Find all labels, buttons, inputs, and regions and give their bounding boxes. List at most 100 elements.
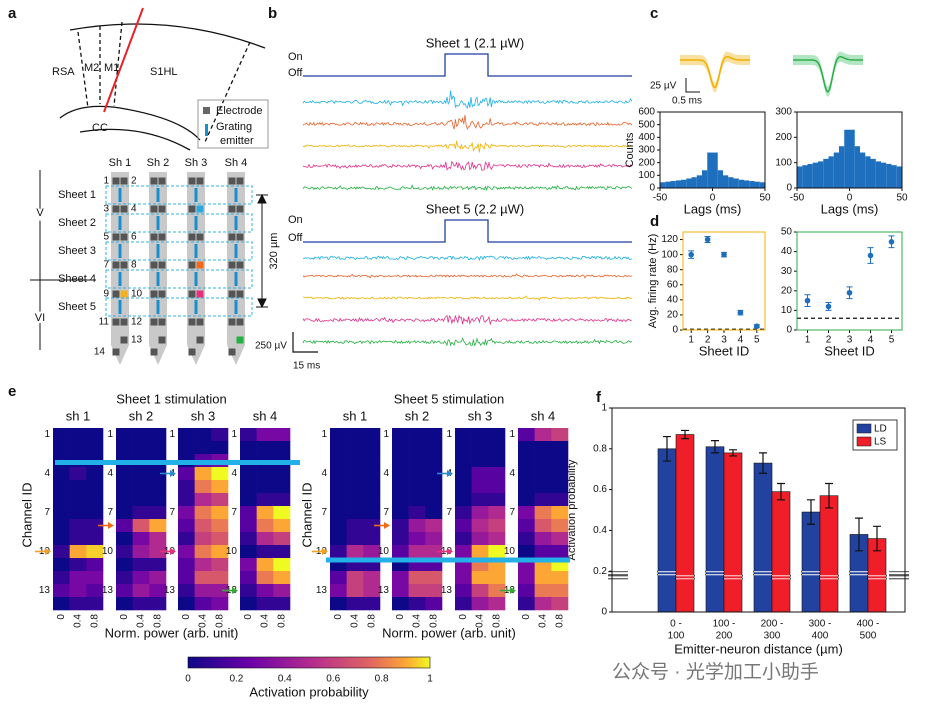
- y-tick-label: 40: [781, 246, 793, 257]
- x-tick-label: 0.4: [260, 614, 271, 628]
- sheet-label: Sheet 4: [58, 273, 96, 285]
- trace: [302, 337, 633, 347]
- reference-line: [754, 571, 772, 576]
- y-tick-label: 4: [321, 468, 327, 479]
- y-tick-label: 0.6: [593, 484, 607, 495]
- y-tick-label: 200: [638, 157, 655, 168]
- heatmap-cell: [211, 558, 229, 572]
- heatmap-cell: [534, 428, 552, 442]
- heatmap-cell: [551, 467, 569, 481]
- histogram-bar: [754, 181, 760, 188]
- legend-label: LD: [874, 424, 887, 435]
- heatmap-cell: [551, 441, 569, 455]
- heatmap-cell: [256, 597, 274, 611]
- histogram-bar: [723, 175, 729, 188]
- heatmap-cell: [551, 545, 569, 559]
- heatmap-cell: [116, 480, 133, 494]
- heatmap-cell: [330, 467, 347, 481]
- region-label: CC: [92, 122, 108, 134]
- heatmap-cell: [488, 532, 506, 546]
- heatmap-cell: [363, 441, 381, 455]
- heatmap-cell: [518, 532, 535, 546]
- heatmap-cell: [256, 428, 274, 442]
- electrode: [196, 205, 204, 213]
- y-tick-label: 100: [775, 157, 792, 168]
- emitter: [194, 188, 198, 202]
- y-tick-label: 0: [786, 325, 792, 336]
- heatmap-cell: [488, 454, 506, 468]
- electrode: [150, 318, 158, 326]
- panel-label: b: [268, 5, 277, 22]
- error-bar: [729, 449, 737, 457]
- y-tick-label: 100: [661, 249, 678, 260]
- heatmap-cell: [53, 467, 70, 481]
- heatmap-cell: [346, 597, 364, 611]
- heatmap-cell: [256, 519, 274, 533]
- x-tick-label: 0.8: [89, 614, 100, 628]
- heatmap-cell: [53, 584, 70, 598]
- trace: [302, 140, 633, 153]
- histogram-bar: [670, 181, 676, 188]
- heatmap-cell: [534, 584, 552, 598]
- y-tick-label: 1: [509, 429, 515, 440]
- x-tick-label: 200: [716, 631, 733, 642]
- histogram-bar: [681, 179, 687, 188]
- arrow-head: [510, 587, 516, 594]
- panel-label: d: [650, 213, 659, 230]
- heatmap-cell: [149, 519, 167, 533]
- heatmap-cell: [518, 584, 535, 598]
- emitter: [118, 272, 122, 286]
- heatmap-cell: [518, 506, 535, 520]
- heatmap-cell: [240, 493, 257, 507]
- channel-label: 13: [131, 335, 143, 346]
- heatmap-cell: [534, 597, 552, 611]
- heatmap-cell: [551, 480, 569, 494]
- histogram-bar: [707, 152, 713, 188]
- heatmap-cell: [256, 584, 274, 598]
- stim-title: Sheet 1 stimulation: [116, 391, 227, 406]
- electrode: [112, 233, 120, 241]
- heatmap-cell: [273, 506, 291, 520]
- electrode: [188, 177, 196, 185]
- emitter: [118, 216, 122, 230]
- heatmap-cell: [273, 493, 291, 507]
- y-tick-label: 1: [44, 429, 50, 440]
- heatmap-cell: [488, 584, 506, 598]
- heatmap-cell: [86, 545, 104, 559]
- heatmap-cell: [194, 519, 212, 533]
- y-tick-label: 40: [667, 294, 679, 305]
- heatmap-cell: [256, 480, 274, 494]
- heatmap-cell: [346, 532, 364, 546]
- histogram-bar: [833, 152, 839, 188]
- heatmap-cell: [273, 545, 291, 559]
- heatmap-cell: [455, 454, 472, 468]
- heatmap-cell: [330, 519, 347, 533]
- histogram-bar: [702, 170, 708, 188]
- heatmap-cell: [132, 441, 150, 455]
- heatmap-cell: [149, 597, 167, 611]
- trace: [302, 114, 633, 131]
- x-tick-label: 0 -: [670, 619, 682, 630]
- trace: [302, 295, 632, 301]
- x-tick-label: 0.8: [428, 614, 439, 628]
- sheet-label: Sheet 5: [58, 301, 96, 313]
- channel-label: 6: [131, 232, 137, 243]
- heatmap-cell: [518, 519, 535, 533]
- heatmap-cell: [86, 584, 104, 598]
- heatmap-cell: [471, 428, 489, 442]
- shank-label: sh 4: [531, 408, 556, 423]
- x-tick-label: 2: [826, 335, 832, 346]
- scale-label: 25 µV: [650, 81, 677, 92]
- heatmap-cell: [211, 467, 229, 481]
- x-tick-label: 100 -: [713, 619, 736, 630]
- heatmap-cell: [408, 441, 426, 455]
- heatmap-cell: [194, 441, 212, 455]
- electrode: [120, 177, 128, 185]
- x-tick-label: 0: [333, 614, 344, 620]
- electrode: [150, 177, 158, 185]
- waveform: [680, 55, 750, 89]
- channel-label: 5: [103, 232, 109, 243]
- heatmap-cell: [149, 532, 167, 546]
- reference-line: [706, 571, 724, 576]
- error-bar: [663, 435, 671, 462]
